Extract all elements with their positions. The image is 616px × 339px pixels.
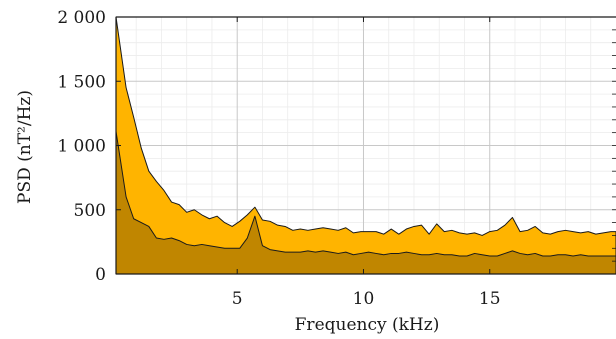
y-tick-labels: 0 500 1 000 1 500 2 000 [57,8,106,285]
y-tick-label: 1 000 [57,137,106,157]
x-tick-label: 10 [353,289,375,309]
y-axis-label: PSD (nT²/Hz) [15,90,35,204]
x-tick-labels: 5 10 15 [232,289,501,309]
x-axis-label: Frequency (kHz) [295,315,440,335]
x-tick-label: 5 [232,289,243,309]
y-tick-label: 1 500 [57,72,106,92]
y-tick-label: 2 000 [57,8,106,28]
axis-ticks [116,16,616,275]
area-series-2 [115,130,616,275]
x-tick-label: 15 [479,289,501,309]
y-tick-label: 500 [74,201,106,221]
y-tick-label: 0 [95,265,106,285]
area-series [115,16,616,275]
